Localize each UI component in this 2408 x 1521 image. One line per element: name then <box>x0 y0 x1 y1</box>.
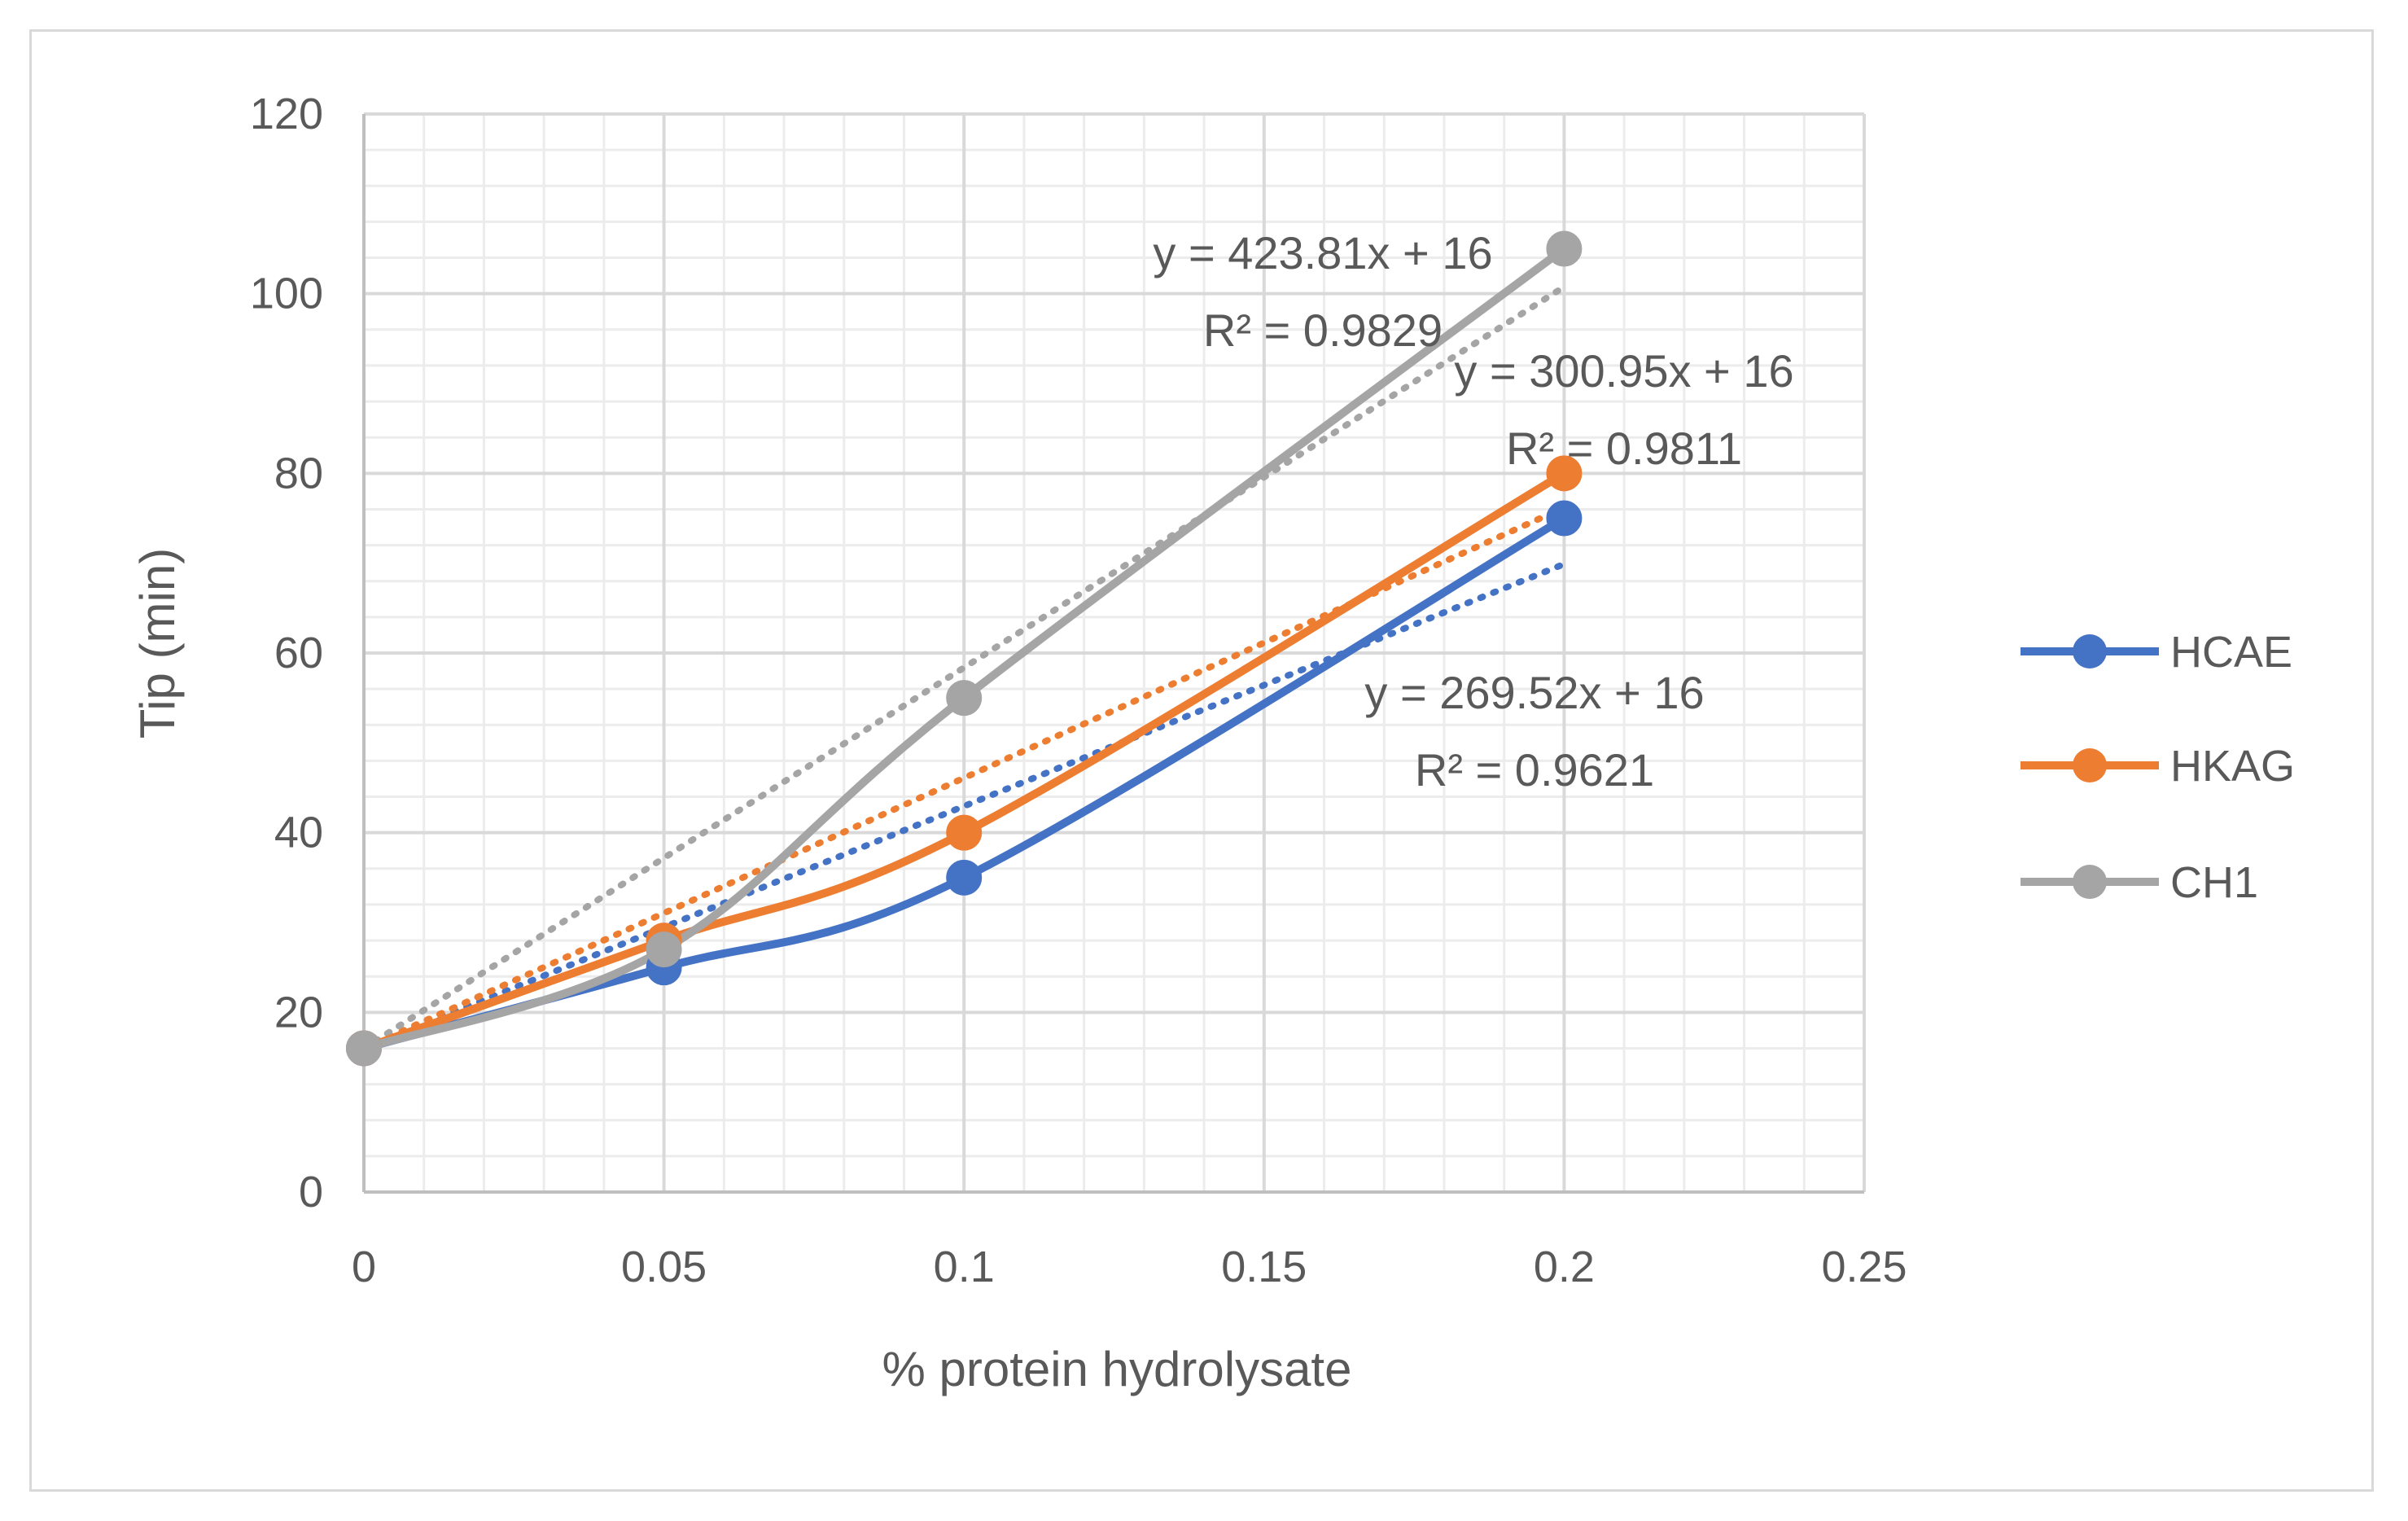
x-tick-label: 0 <box>352 1243 376 1291</box>
legend-label-ch1: CH1 <box>2170 858 2258 907</box>
y-tick-label: 40 <box>274 809 323 857</box>
trendline-equation-hcae: y = 269.52x + 16 <box>1364 667 1704 718</box>
data-point-hkag <box>946 814 983 851</box>
y-axis-title: Tip (min) <box>130 548 185 739</box>
major-gridlines <box>362 112 1866 1194</box>
trendline-equation-ch1: y = 423.81x + 16 <box>1153 227 1492 278</box>
y-tick-labels: 0 20 40 60 80 100 120 <box>250 90 323 1216</box>
y-tick-label: 20 <box>274 988 323 1037</box>
legend-marker-hcae <box>2073 634 2107 668</box>
axes <box>362 114 1864 1194</box>
legend-label-hkag: HKAG <box>2170 742 2295 791</box>
x-axis-title: % protein hydrolysate <box>882 1342 1352 1396</box>
series-line-hkag <box>360 469 1569 1053</box>
data-point-hkag <box>1546 455 1583 492</box>
data-point-ch1 <box>646 931 682 968</box>
data-point-ch1 <box>1546 230 1583 267</box>
y-tick-label: 0 <box>299 1168 323 1216</box>
series-line-ch1 <box>360 244 1569 1053</box>
data-point-hcae <box>1546 500 1583 537</box>
y-tick-label: 60 <box>274 629 323 677</box>
x-tick-label: 0.25 <box>1821 1243 1907 1291</box>
trendline-ch1 <box>361 283 1568 1052</box>
x-tick-label: 0.05 <box>621 1243 707 1291</box>
x-tick-label: 0.15 <box>1221 1243 1307 1291</box>
series-lines <box>360 244 1569 1053</box>
y-tick-label: 80 <box>274 449 323 498</box>
trendline-r2-hcae: R² = 0.9621 <box>1415 744 1654 796</box>
legend-marker-ch1 <box>2073 865 2107 899</box>
x-tick-label: 0.2 <box>1534 1243 1595 1291</box>
y-tick-label: 120 <box>250 90 323 138</box>
legend: HCAE HKAG CH1 <box>2021 628 2295 907</box>
data-point-ch1 <box>946 680 983 717</box>
trendline-equation-hkag: y = 300.95x + 16 <box>1454 345 1793 397</box>
data-point-ch1 <box>346 1030 382 1067</box>
legend-label-hcae: HCAE <box>2170 628 2292 677</box>
data-point-hcae <box>946 859 983 896</box>
legend-marker-hkag <box>2073 748 2107 782</box>
series-markers <box>346 230 1583 1067</box>
trendline-r2-hkag: R² = 0.9811 <box>1506 423 1742 474</box>
trendline-annotations: y = 269.52x + 16 R² = 0.9621 y = 300.95x +… <box>1153 227 1793 796</box>
x-tick-labels: 0 0.05 0.1 0.15 0.2 0.25 <box>352 1243 1907 1291</box>
x-tick-label: 0.1 <box>934 1243 995 1291</box>
trendline-r2-ch1: R² = 0.9829 <box>1203 305 1443 356</box>
y-tick-label: 100 <box>250 270 323 318</box>
